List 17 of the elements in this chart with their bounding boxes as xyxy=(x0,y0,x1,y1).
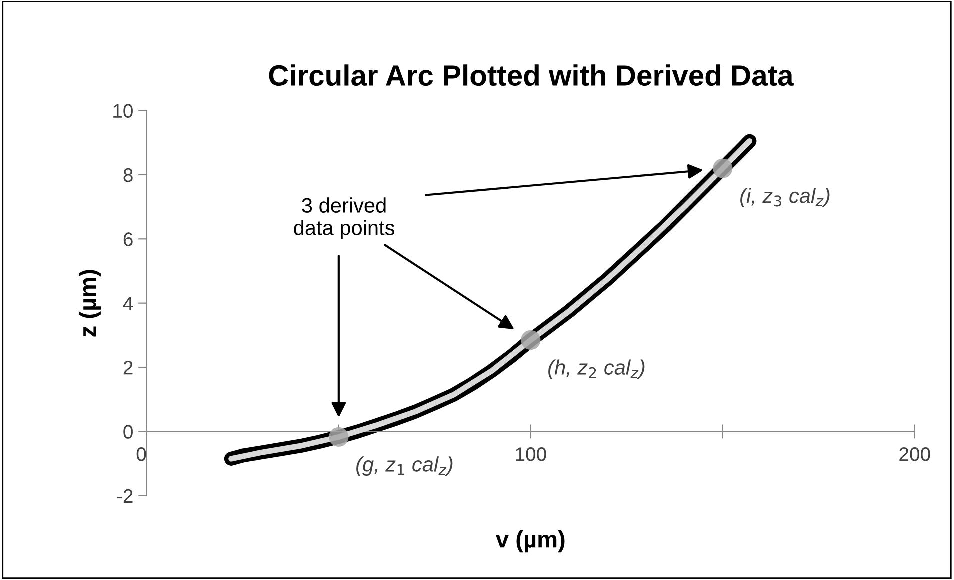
x-tick-label: 0 xyxy=(136,448,146,462)
annotation: 3 derived data points xyxy=(294,198,394,240)
y-tick-label: 8 xyxy=(124,168,133,182)
annotation: (i, z$_{3}$ cal$_{z}$) xyxy=(740,188,830,208)
x-tick-label: 100 xyxy=(516,448,546,462)
y-tick-label: 0 xyxy=(124,425,133,439)
annotation: (g, z$_{1}$ cal$_{z}$) xyxy=(356,456,453,476)
y-tick-label: -2 xyxy=(117,489,133,503)
annotation: (h, z$_{2}$ cal$_{z}$) xyxy=(548,360,645,380)
chart-title: Circular Arc Plotted with Derived Data xyxy=(269,64,794,86)
x-axis-title: v (µm) xyxy=(496,530,565,553)
y-tick-label: 4 xyxy=(123,297,134,310)
y-axis-title: z (µm) xyxy=(78,270,101,337)
y-tick-label: 2 xyxy=(124,360,133,375)
y-tick-label: 10 xyxy=(114,104,133,118)
x-tick-label: 200 xyxy=(900,448,930,462)
y-tick-label: 6 xyxy=(124,232,133,246)
